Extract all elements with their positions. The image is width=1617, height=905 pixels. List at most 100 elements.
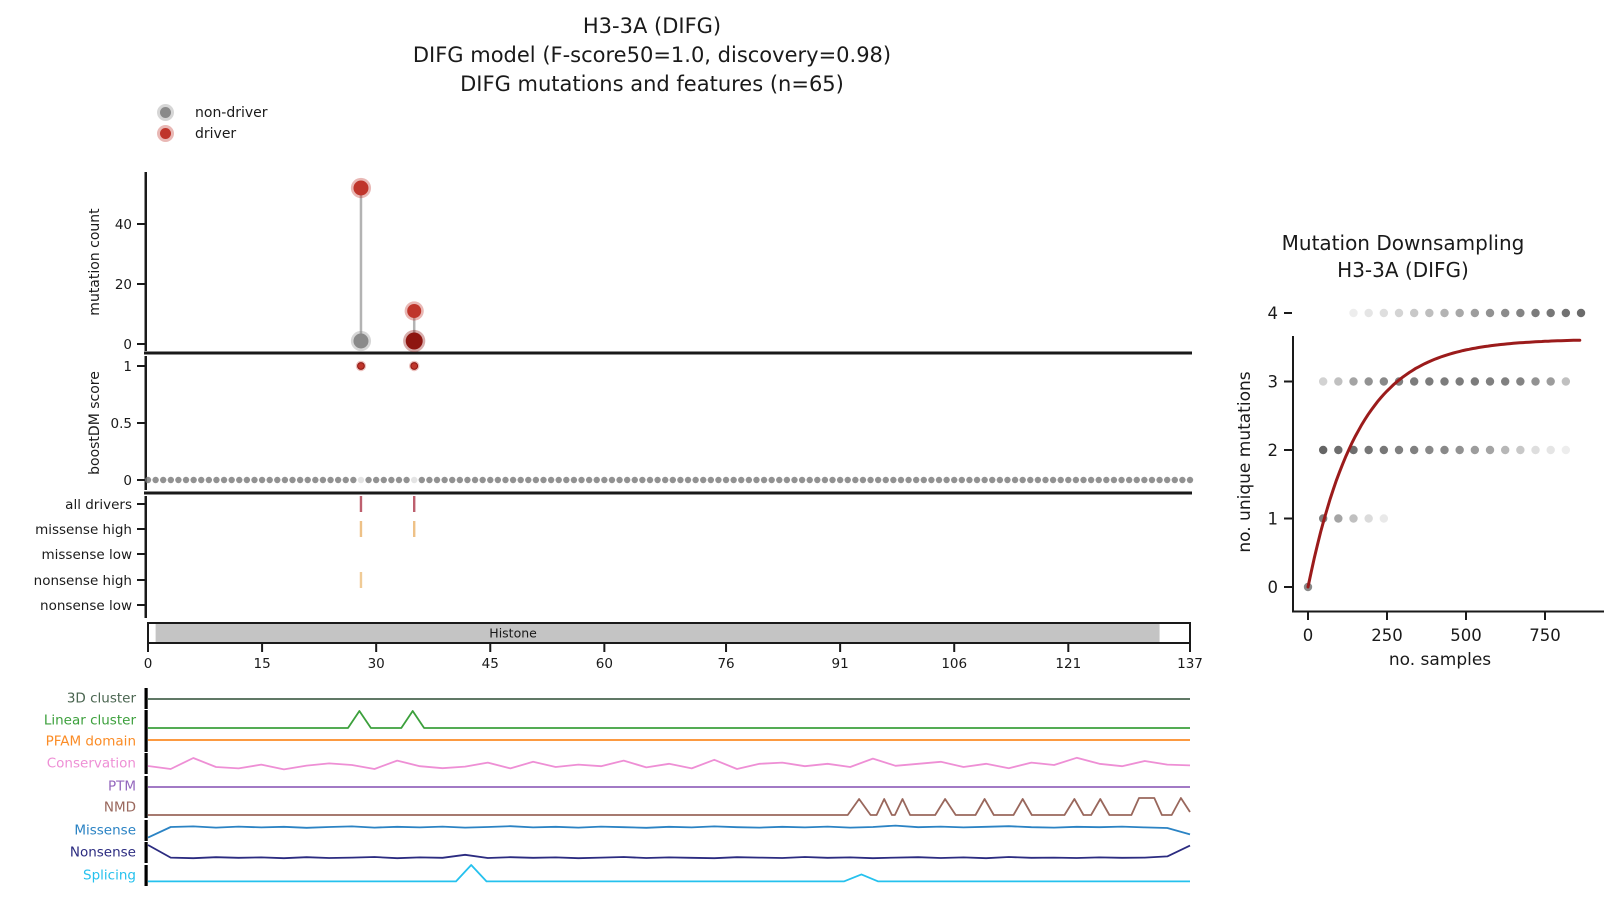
feature-track-axis-segment (144, 865, 148, 886)
downsampling-dot (1425, 308, 1434, 318)
nondriver-score-dot (722, 476, 730, 484)
nondriver-score-dot (760, 476, 768, 484)
nondriver-score-dot (464, 476, 471, 484)
nondriver-score-dot (441, 476, 448, 484)
x-axis-tick (147, 644, 149, 652)
title-line-2: DIFG model (F-score50=1.0, discovery=0.9… (412, 43, 892, 67)
nondriver-score-dot (715, 476, 722, 484)
nondriver-score-dot (1034, 476, 1042, 484)
nondriver-score-dot (616, 476, 623, 484)
nondriver-score-dot (753, 476, 760, 484)
nondriver-score-dot (1011, 476, 1019, 484)
nondriver-score-dot (312, 476, 319, 484)
nondriver-score-dot (144, 476, 152, 484)
downsampling-dot (1546, 308, 1555, 318)
nondriver-score-dot (243, 476, 251, 484)
downsampling-dot (1334, 377, 1343, 386)
downsampling-dot (1334, 445, 1343, 455)
nondriver-score-dot (958, 476, 966, 484)
feature-track-axis-segment (144, 753, 148, 774)
nondriver-score-dot (738, 476, 745, 484)
nondriver-score-dot (578, 476, 585, 484)
feature-track-axis-segment (144, 842, 148, 863)
downsampling-dot (1318, 445, 1328, 455)
nondriver-score-dot (350, 476, 357, 484)
driver-mutation-dot (353, 180, 369, 196)
nondriver-score-dot (471, 476, 479, 484)
legend-item-driver: driver (152, 123, 268, 144)
nondriver-score-dot (623, 476, 631, 484)
nondriver-score-dot (517, 476, 524, 484)
nondriver-score-dot (912, 476, 920, 484)
feature-track-axis-segment (144, 797, 148, 818)
category-row-label: missense high (35, 522, 132, 538)
nondriver-score-dot (981, 476, 988, 484)
nondriver-score-dot (646, 476, 654, 484)
nondriver-score-dot (289, 476, 296, 484)
nondriver-score-dot (905, 476, 912, 484)
nondriver-score-dot (654, 476, 661, 484)
nondriver-score-dot (1163, 476, 1171, 484)
downsampling-dot (1531, 308, 1540, 318)
downsampling-dot (1455, 377, 1464, 386)
nondriver-score-dot (1072, 476, 1080, 484)
nondriver-score-dot (426, 476, 433, 484)
nondriver-score-dot (525, 476, 532, 484)
nondriver-score-dot (943, 476, 950, 484)
downsampling-dot (1379, 308, 1389, 318)
category-row-label: nonsense low (40, 598, 132, 614)
downsampling-x-tick-label: 0 (1303, 626, 1314, 645)
domain-bar-label: Histone (489, 626, 537, 641)
nondriver-score-dot (768, 476, 775, 484)
driver-mutation-dot (407, 304, 422, 318)
nondriver-score-dot (973, 476, 981, 484)
downsampling-dot (1349, 377, 1358, 386)
feature-track-line-missense (147, 824, 1191, 839)
boostdm-tick (137, 422, 145, 424)
nondriver-score-dot (1027, 476, 1034, 484)
downsampling-dot (1379, 514, 1389, 523)
downsampling-y-tick-label: 4 (1268, 304, 1279, 323)
downsampling-dot (1470, 308, 1480, 318)
nondriver-score-dot (707, 476, 715, 484)
x-axis-tick-label: 76 (717, 656, 734, 672)
x-axis-tick-label: 60 (596, 656, 613, 672)
nondriver-score-dot (304, 476, 311, 484)
category-driver-tick (413, 496, 416, 512)
feature-track-label: Nonsense (70, 845, 136, 861)
downsampling-dot (1394, 308, 1404, 318)
downsampling-y-tick (1284, 517, 1292, 520)
mutation-count-tick (137, 343, 145, 345)
nondriver-score-dot (281, 476, 289, 484)
category-row-label: missense low (41, 547, 132, 563)
nondriver-score-dot (593, 476, 600, 484)
feature-track-axis-segment (144, 776, 148, 797)
category-row-label: nonsense high (34, 573, 132, 589)
downsampling-dot (1425, 377, 1434, 386)
downsampling-y-tick (1284, 586, 1292, 588)
nondriver-score-dot (479, 476, 486, 484)
nondriver-score-dot (160, 476, 167, 484)
nondriver-score-dot (1148, 476, 1156, 484)
nondriver-score-dot (403, 476, 410, 484)
nondriver-score-dot (1171, 476, 1178, 484)
x-axis-tick (725, 644, 728, 652)
feature-track-line-linear-cluster (148, 710, 1190, 729)
downsampling-dot (1561, 308, 1571, 318)
nondriver-score-dot (1049, 476, 1057, 484)
feature-track-label: Linear cluster (44, 713, 137, 729)
nondriver-score-dot (494, 476, 502, 484)
nondriver-score-dot (920, 476, 927, 484)
x-axis-tick (375, 644, 378, 652)
nondriver-score-dot (882, 476, 889, 484)
downsampling-x-tick (1307, 612, 1309, 620)
feature-track-axis-segment (144, 710, 148, 731)
nondriver-score-dot (631, 476, 638, 484)
nondriver-score-dot (547, 476, 555, 484)
nondriver-score-dot (585, 476, 593, 484)
nondriver-score-dot (175, 476, 182, 484)
mutation-count-tick-label: 40 (115, 217, 132, 233)
nondriver-score-dot (433, 476, 441, 484)
domain-bar-fill (155, 624, 1160, 642)
